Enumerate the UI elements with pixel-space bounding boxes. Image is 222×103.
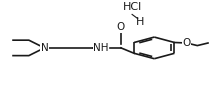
Text: O: O bbox=[117, 22, 125, 32]
Text: H: H bbox=[136, 17, 144, 27]
Text: O: O bbox=[182, 38, 191, 48]
Text: N: N bbox=[41, 43, 48, 53]
Text: NH: NH bbox=[93, 43, 109, 53]
Text: HCl: HCl bbox=[123, 2, 142, 12]
